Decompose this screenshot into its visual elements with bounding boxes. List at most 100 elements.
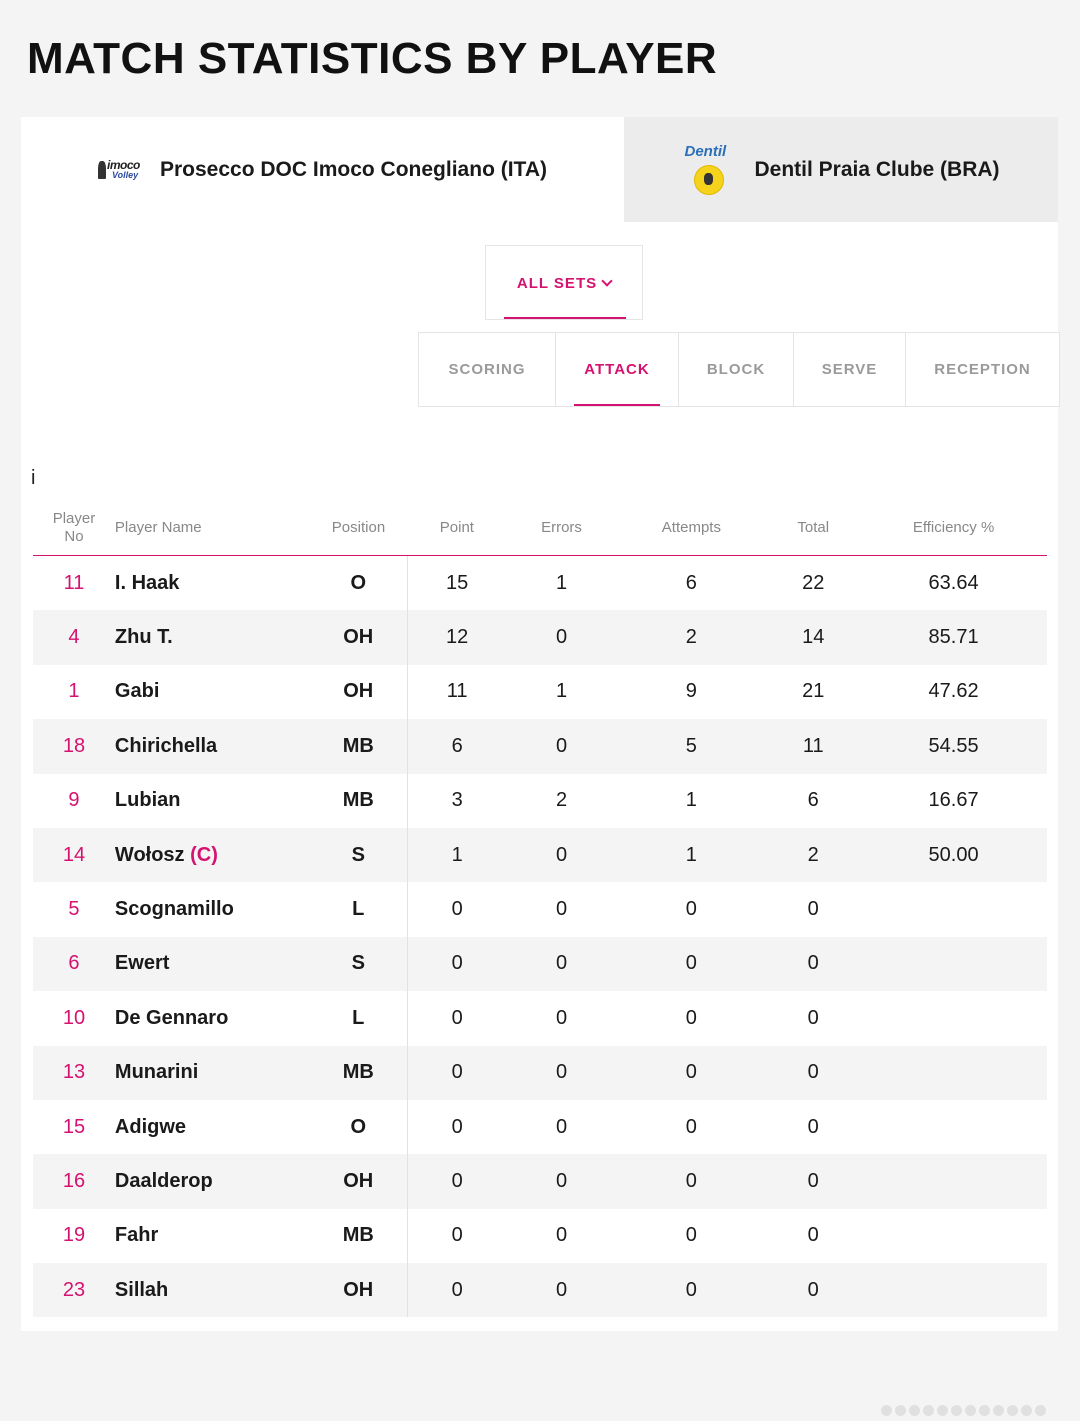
attack-errors: 0: [555, 898, 568, 921]
scroll-dot: [965, 1405, 976, 1416]
header-point[interactable]: Point: [407, 501, 507, 556]
attack-total: 0: [807, 1224, 819, 1247]
player-position: OH: [309, 1154, 408, 1209]
tab-reception[interactable]: RECEPTION: [934, 361, 1031, 378]
attack-errors: 1: [555, 680, 568, 703]
info-icon[interactable]: i: [31, 467, 36, 489]
player-name-text: Wołosz: [114, 843, 185, 866]
player-name-text: Gabi: [114, 680, 160, 703]
attack-efficiency: 85.71: [860, 610, 1047, 665]
attack-efficiency: [860, 1209, 1047, 1263]
attack-points: 0: [451, 1006, 463, 1029]
horizontal-scrollbar[interactable]: [881, 1403, 1080, 1421]
table-row: 9 Lubian MB 3 2 1 6 16.67: [33, 773, 1047, 828]
player-name: Zhu T.: [114, 610, 310, 665]
attack-efficiency: [860, 1045, 1047, 1100]
tab-team-away[interactable]: Dentil Dentil Praia Clube (BRA): [624, 117, 1058, 222]
player-name: Ewert: [114, 936, 310, 992]
attack-total: 0: [766, 936, 861, 992]
attack-points: 15: [446, 571, 469, 594]
player-name: Chirichella: [114, 719, 310, 774]
player-name-text: I. Haak: [114, 571, 180, 594]
player-number: 4: [33, 610, 115, 665]
imoco-logo-icon: imoco Volley: [98, 157, 150, 183]
chevron-down-icon: [601, 275, 613, 287]
attack-points: 12: [407, 610, 507, 665]
header-efficiency[interactable]: Efficiency %: [860, 501, 1047, 556]
attack-efficiency: [860, 882, 1047, 936]
scroll-dot: [993, 1405, 1004, 1416]
player-name: Lubian: [115, 774, 310, 828]
player-position: MB: [309, 1208, 408, 1264]
attack-points: 3: [451, 789, 463, 812]
player-position: OH: [309, 610, 408, 665]
player-name: Sillah: [114, 1263, 310, 1318]
player-stats-table: Player No Player Name Position Point Erro…: [33, 501, 1047, 1318]
attack-attempts: 0: [616, 1045, 767, 1100]
player-number: 14: [33, 827, 115, 883]
table-header-row: Player No Player Name Position Point Erro…: [33, 501, 1047, 556]
player-position: L: [309, 882, 408, 937]
player-name: Munarini: [114, 1045, 310, 1100]
attack-points: 1: [407, 827, 507, 883]
header-player-name[interactable]: Player Name: [114, 501, 310, 556]
dentil-logo-icon: Dentil: [682, 143, 734, 197]
scroll-dot: [881, 1405, 892, 1416]
attack-points: 0: [451, 1224, 463, 1247]
table-row: 15 Adigwe O 0 0 0 0: [33, 1099, 1047, 1155]
attack-errors: 0: [506, 1045, 617, 1100]
attack-points: 6: [407, 719, 507, 774]
player-number: 23: [33, 1263, 115, 1318]
attack-errors: 0: [506, 1154, 617, 1209]
player-number: 19: [62, 1224, 86, 1247]
attack-attempts: 0: [616, 1263, 767, 1318]
attack-total: 0: [807, 1006, 819, 1029]
attack-points: 11: [446, 680, 468, 703]
attack-total: 22: [802, 571, 825, 594]
player-name: Wołosz (C): [114, 827, 310, 883]
attack-points: 0: [407, 1154, 507, 1209]
player-name: Gabi: [115, 665, 310, 719]
sets-dropdown[interactable]: ALL SETS: [485, 245, 643, 320]
scroll-dot: [1007, 1405, 1018, 1416]
player-name-text: Lubian: [114, 789, 181, 812]
tab-attack[interactable]: ATTACK: [556, 333, 679, 406]
player-number: 11: [63, 571, 85, 594]
attack-points: 0: [407, 1045, 507, 1100]
tab-block[interactable]: BLOCK: [679, 333, 794, 406]
attack-attempts: 0: [685, 1224, 697, 1247]
attack-attempts: 9: [685, 680, 697, 703]
attack-total: 14: [766, 610, 861, 665]
attack-total: 21: [802, 680, 825, 703]
header-attempts[interactable]: Attempts: [616, 501, 767, 556]
player-number: 15: [62, 1115, 86, 1138]
attack-efficiency: 63.64: [928, 571, 979, 594]
attack-points: 0: [451, 1115, 463, 1138]
player-position: L: [309, 991, 408, 1046]
table-row: 23 Sillah OH 0 0 0 0: [33, 1263, 1047, 1318]
header-position[interactable]: Position: [309, 501, 408, 556]
player-name-text: Zhu T.: [114, 626, 173, 649]
scroll-dot: [937, 1405, 948, 1416]
attack-errors: 0: [555, 1006, 568, 1029]
table-row: 1 Gabi OH 11 1 9 21 47.62: [33, 664, 1047, 720]
header-player-no[interactable]: Player No: [33, 501, 115, 556]
tab-serve[interactable]: SERVE: [794, 333, 906, 406]
header-total[interactable]: Total: [766, 501, 861, 556]
attack-total: 6: [807, 789, 819, 812]
player-name-text: Munarini: [114, 1061, 199, 1084]
header-errors[interactable]: Errors: [506, 501, 617, 556]
sets-dropdown-label: ALL SETS: [516, 275, 598, 292]
player-number: 16: [33, 1154, 115, 1209]
player-name: Daalderop: [114, 1154, 310, 1209]
table-row: 16 Daalderop OH 0 0 0 0: [33, 1154, 1047, 1209]
player-position: MB: [309, 719, 408, 774]
attack-errors: 1: [555, 571, 568, 594]
table-row: 11 I. Haak O 15 1 6 22 63.64: [33, 555, 1047, 611]
attack-attempts: 0: [616, 1154, 767, 1209]
attack-total: 2: [766, 827, 861, 883]
tab-scoring[interactable]: SCORING: [419, 333, 556, 406]
attack-efficiency: [860, 1100, 1047, 1154]
player-name: Adigwe: [115, 1100, 310, 1154]
tab-team-home[interactable]: imoco Volley Prosecco DOC Imoco Coneglia…: [21, 117, 624, 222]
